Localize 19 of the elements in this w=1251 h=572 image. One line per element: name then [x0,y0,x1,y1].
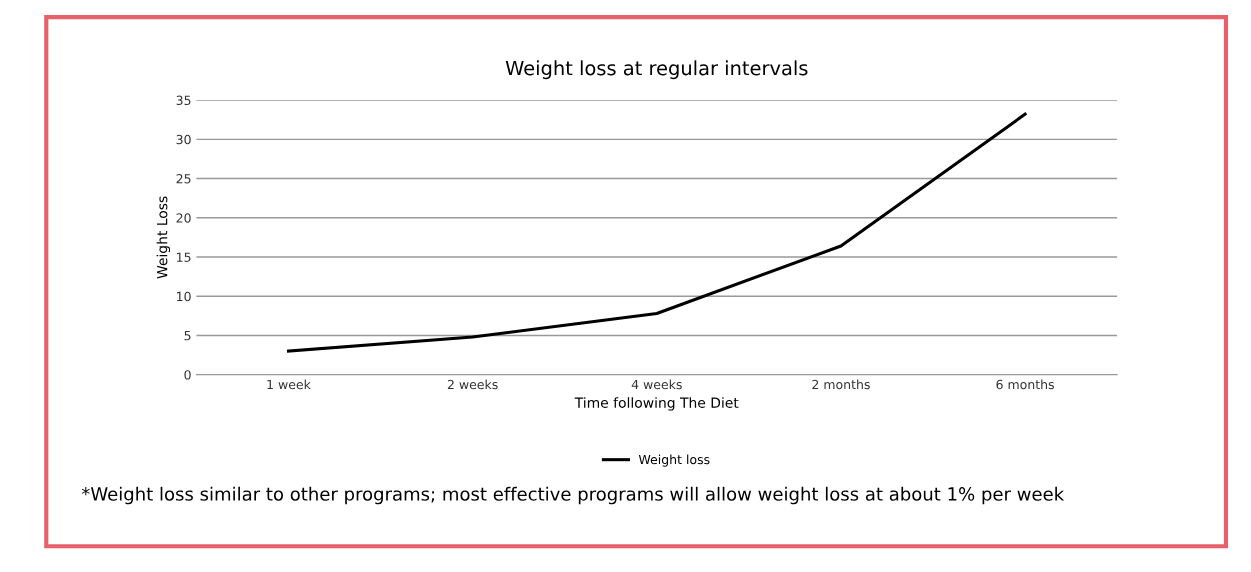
x-tick-label: 2 weeks [447,379,498,390]
y-tick-label: 25 [176,174,191,184]
legend-label: Weight loss [638,454,710,467]
line-series [286,112,1027,353]
y-tick-label: 20 [176,213,191,223]
x-tick-label: 6 months [996,379,1054,390]
x-tick-label: 2 months [812,379,870,390]
x-tick-label: 4 weeks [631,379,682,390]
y-axis-title: Weight Loss [156,196,171,279]
x-axis-title: Time following The Diet [574,397,739,411]
y-tick-label: 5 [184,331,191,341]
y-tick-label: 0 [184,370,191,380]
y-tick-label: 30 [176,134,191,145]
chart-title: Weight loss at regular intervals [505,60,808,80]
y-tick-label: 15 [177,252,191,262]
x-tick-label: 1 week [267,379,311,390]
y-tick-label: 35 [176,95,191,106]
y-tick-label: 10 [177,291,191,302]
text: *Weight loss similar to other programs; most effective programs will allow weight loss at about 1% per week [81,486,1065,505]
